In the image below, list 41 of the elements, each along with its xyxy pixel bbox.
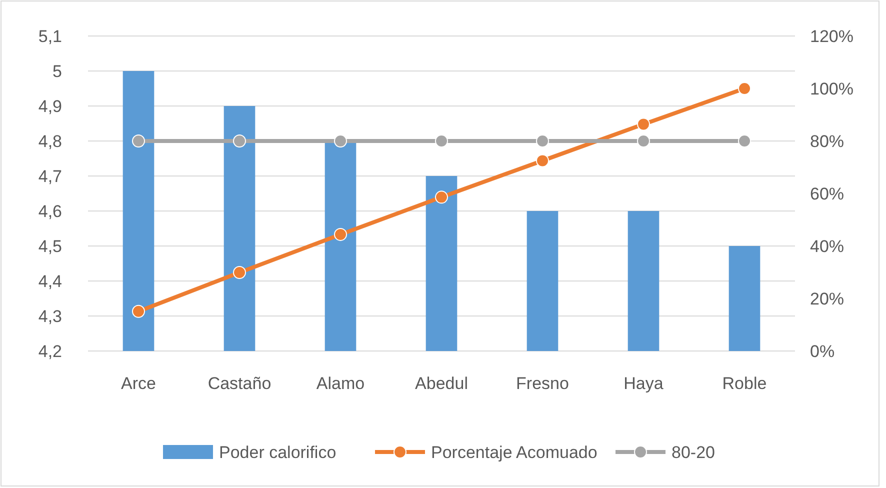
y2-tick-label: 120% bbox=[810, 26, 854, 46]
point bbox=[738, 134, 751, 148]
point bbox=[536, 134, 549, 148]
legend-label: 80-20 bbox=[672, 442, 715, 462]
x-tick-label: Roble bbox=[722, 374, 767, 393]
point bbox=[637, 134, 650, 148]
point bbox=[233, 134, 246, 148]
x-tick-label: Castaño bbox=[208, 374, 272, 393]
y-tick-label: 4,8 bbox=[38, 132, 62, 151]
point bbox=[334, 134, 347, 148]
y2-tick-label: 60% bbox=[810, 184, 844, 204]
y-tick-label: 4,2 bbox=[38, 342, 62, 361]
point bbox=[536, 154, 549, 168]
point bbox=[132, 304, 145, 318]
point bbox=[435, 190, 448, 204]
y2-tick-label: 100% bbox=[810, 79, 854, 98]
point bbox=[233, 266, 246, 280]
y-tick-label: 4,5 bbox=[38, 236, 62, 256]
point bbox=[637, 118, 650, 131]
point bbox=[132, 134, 145, 148]
y2-tick-label: 40% bbox=[810, 236, 844, 256]
legend-label: Porcentaje Acomuado bbox=[431, 442, 598, 462]
y-tick-label: 4,4 bbox=[38, 272, 62, 291]
y-tick-label: 4,9 bbox=[38, 96, 62, 116]
y-tick-label: 4,7 bbox=[38, 166, 62, 186]
y-tick-label: 4,3 bbox=[38, 306, 62, 326]
x-tick-label: Abedul bbox=[415, 374, 468, 393]
legend-label: Poder calorifico bbox=[219, 442, 336, 462]
point bbox=[738, 82, 751, 95]
x-tick-label: Arce bbox=[121, 374, 156, 393]
y-tick-label: 5,1 bbox=[38, 26, 62, 46]
y-tick-label: 4,6 bbox=[38, 202, 62, 221]
y2-tick-label: 20% bbox=[810, 289, 844, 308]
point bbox=[334, 228, 347, 241]
x-tick-label: Haya bbox=[624, 374, 664, 393]
y2-tick-label: 0% bbox=[810, 342, 835, 361]
x-tick-label: Fresno bbox=[516, 374, 569, 393]
y2-tick-label: 80% bbox=[810, 132, 844, 151]
point bbox=[435, 134, 448, 148]
x-tick-label: Alamo bbox=[316, 374, 365, 393]
y-tick-label: 5 bbox=[52, 62, 62, 81]
